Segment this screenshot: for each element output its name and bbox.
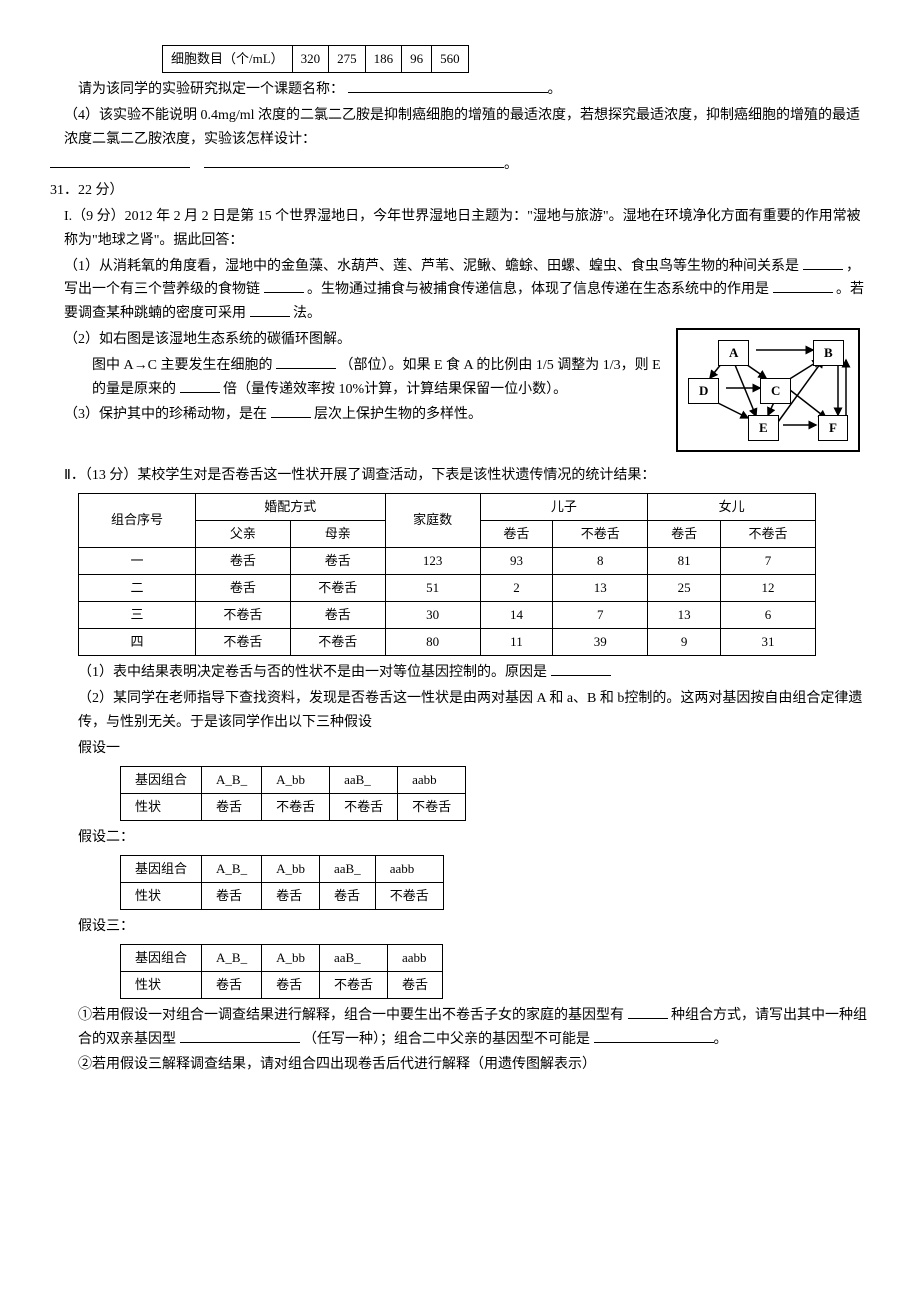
hdr-marriage: 婚配方式: [195, 493, 385, 520]
q31-1-blank4[interactable]: [250, 302, 290, 317]
q4-blank-2[interactable]: [204, 153, 504, 168]
q-II-2-1: ①若用假设一对组合一调查结果进行解释，组合一中要生出不卷舌子女的家庭的基因型有 …: [50, 1004, 870, 1052]
q31-1: （1）从消耗氧的角度看，湿地中的金鱼藻、水葫芦、莲、芦苇、泥鳅、蟾蜍、田螺、蝗虫…: [50, 255, 870, 326]
cell-count-v2: 186: [365, 46, 402, 73]
q31-1-e: 法。: [293, 306, 321, 321]
q-II-2-1-blank2[interactable]: [180, 1028, 300, 1043]
topic-prompt-line: 请为该同学的实验研究拟定一个课题名称： 。: [50, 78, 870, 102]
topic-blank[interactable]: [348, 78, 548, 93]
hdr-d-nocurl: 不卷舌: [721, 520, 816, 547]
q-II-1-blank[interactable]: [551, 661, 611, 676]
q4-blank-line: 。: [50, 153, 870, 177]
q31-II-intro: Ⅱ．（13 分）某校学生对是否卷舌这一性状开展了调查活动，下表是该性状遗传情况的…: [50, 464, 870, 488]
q-II-1: （1）表中结果表明决定卷舌与否的性状不是由一对等位基因控制的。原因是: [50, 661, 870, 685]
q31-1-a: （1）从消耗氧的角度看，湿地中的金鱼藻、水葫芦、莲、芦苇、泥鳅、蟾蜍、田螺、蝗虫…: [64, 259, 799, 274]
hyp1-table: 基因组合A_B_A_bbaaB_aabb 性状卷舌不卷舌不卷舌不卷舌: [120, 766, 466, 821]
hdr-father: 父亲: [195, 520, 290, 547]
node-e: E: [748, 415, 779, 441]
table-header-row1: 组合序号 婚配方式 家庭数 儿子 女儿: [79, 493, 816, 520]
q31-3-blank[interactable]: [271, 403, 311, 418]
node-c: C: [760, 378, 791, 404]
hyp3-table: 基因组合A_B_A_bbaaB_aabb 性状卷舌卷舌不卷舌卷舌: [120, 944, 443, 999]
node-b: B: [813, 340, 844, 366]
q-II-2-1-blank1[interactable]: [628, 1004, 668, 1019]
hyp1-label: 假设一: [50, 737, 870, 761]
table-row: 三不卷舌卷舌30147136: [79, 602, 816, 629]
q31-2-d: 倍（量传递效率按 10%计算，计算结果保留一位小数）。: [223, 382, 567, 397]
q4-text: （4）该实验不能说明 0.4mg/ml 浓度的二氯二乙胺是抑制癌细胞的增殖的最适…: [50, 104, 870, 152]
cell-count-v4: 560: [432, 46, 469, 73]
q31-header: 31．22 分）: [50, 179, 870, 203]
hdr-daughters: 女儿: [648, 493, 816, 520]
hyp3-label: 假设三：: [50, 915, 870, 939]
hdr-combo: 组合序号: [111, 512, 163, 527]
cell-count-table: 细胞数目（个/mL） 320 275 186 96 560: [162, 45, 469, 73]
cell-count-v1: 275: [329, 46, 366, 73]
q-II-2-1c: （任写一种）；组合二中父亲的基因型不可能是: [303, 1032, 590, 1047]
q31-1-c: 。生物通过捕食与被捕食传递信息，体现了信息传递在生态系统中的作用是: [307, 282, 769, 297]
cell-count-v0: 320: [292, 46, 329, 73]
table-row: 四不卷舌不卷舌801139931: [79, 629, 816, 656]
table-row: 二卷舌不卷舌512132512: [79, 575, 816, 602]
q-II-2-1a: ①若用假设一对组合一调查结果进行解释，组合一中要生出不卷舌子女的家庭的基因型有: [78, 1008, 624, 1023]
hdr-s-nocurl: 不卷舌: [553, 520, 648, 547]
hdr-d-curl: 卷舌: [648, 520, 721, 547]
table-row: 一卷舌卷舌123938817: [79, 548, 816, 575]
q31-I-intro: I.（9 分）2012 年 2 月 2 日是第 15 个世界湿地日，今年世界湿地…: [50, 205, 870, 253]
q31-3-b: 层次上保护生物的多样性。: [314, 407, 482, 422]
q31-1-blank3[interactable]: [773, 278, 833, 293]
q-II-2-1-blank3[interactable]: [594, 1028, 714, 1043]
q31-3-a: （3）保护其中的珍稀动物，是在: [64, 407, 267, 422]
node-d: D: [688, 378, 719, 404]
q31-2-blank2[interactable]: [180, 378, 220, 393]
carbon-cycle-diagram: A B D C E F: [676, 328, 860, 452]
q31-2-blank1[interactable]: [276, 354, 336, 369]
node-f: F: [818, 415, 848, 441]
q31-1-blank2[interactable]: [264, 278, 304, 293]
q-II-1-text: （1）表中结果表明决定卷舌与否的性状不是由一对等位基因控制的。原因是: [78, 665, 547, 680]
hyp2-table: 基因组合A_B_A_bbaaB_aabb 性状卷舌卷舌卷舌不卷舌: [120, 855, 444, 910]
hdr-sons: 儿子: [480, 493, 648, 520]
topic-prompt-text: 请为该同学的实验研究拟定一个课题名称：: [78, 82, 344, 97]
cell-count-label: 细胞数目（个/mL）: [163, 46, 293, 73]
hdr-families: 家庭数: [385, 493, 480, 547]
q31-1-blank1[interactable]: [803, 255, 843, 270]
survey-table: 组合序号 婚配方式 家庭数 儿子 女儿 父亲 母亲 卷舌 不卷舌 卷舌 不卷舌 …: [78, 493, 816, 657]
q-II-2-text: （2）某同学在老师指导下查找资料，发现是否卷舌这一性状是由两对基因 A 和 a、…: [50, 687, 870, 735]
q4-blank-1[interactable]: [50, 153, 190, 168]
hyp2-label: 假设二：: [50, 826, 870, 850]
node-a: A: [718, 340, 749, 366]
cell-count-v3: 96: [402, 46, 432, 73]
q-II-2-2: ②若用假设三解释调查结果，请对组合四出现卷舌后代进行解释（用遗传图解表示）: [50, 1053, 870, 1077]
q31-2-b: 图中 A→C 主要发生在细胞的: [92, 358, 272, 373]
hdr-s-curl: 卷舌: [480, 520, 553, 547]
hdr-mother: 母亲: [290, 520, 385, 547]
